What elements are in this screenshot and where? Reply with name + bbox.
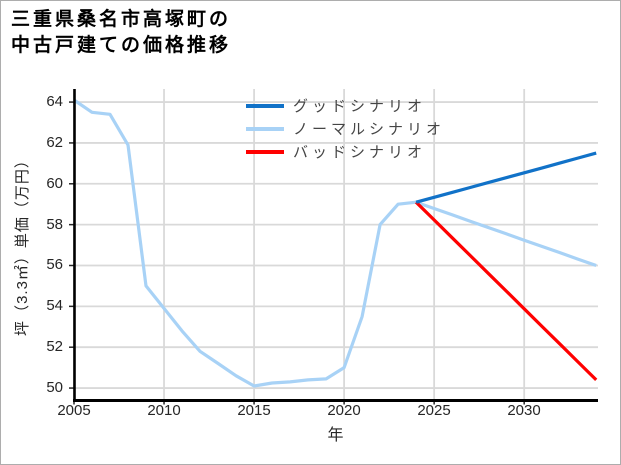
x-tick-2005: 2005 [57, 402, 91, 419]
x-tick-2020: 2020 [327, 402, 361, 419]
x-tick-2030: 2030 [507, 402, 541, 419]
series-line-2-グッドシナリオ [415, 151, 597, 204]
y-tick-56: 56 [46, 256, 63, 273]
bad-scenario-line-swatch [246, 149, 284, 154]
y-tick-54: 54 [46, 297, 63, 314]
x-tick-2015: 2015 [237, 402, 271, 419]
title-line-2: 中古戸建ての価格推移 [11, 35, 232, 56]
good-scenario-line-swatch [246, 103, 284, 108]
y-tick-50: 50 [46, 379, 63, 396]
x-tick-2025: 2025 [417, 402, 451, 419]
legend-item-normal: ノーマルシナリオ [246, 121, 446, 138]
title-line-1: 三重県桑名市高塚町の [11, 9, 232, 30]
legend-label-normal: ノーマルシナリオ [293, 121, 446, 138]
page-title: 三重県桑名市高塚町の 中古戸建ての価格推移 [11, 7, 231, 59]
y-tick-58: 58 [46, 216, 63, 233]
series-line-0-ノーマルシナリオ [73, 98, 597, 388]
x-tick-2010: 2010 [147, 402, 181, 419]
normal-scenario-line-swatch [246, 126, 284, 131]
y-tick-62: 62 [46, 134, 63, 151]
y-tick-52: 52 [46, 338, 63, 355]
legend-item-good: グッドシナリオ [246, 98, 445, 115]
legend-label-good: グッドシナリオ [293, 98, 427, 115]
y-axis-label: 坪（3.3㎡）単価（万円） [14, 152, 31, 336]
y-tick-64: 64 [46, 93, 63, 110]
legend: グッドシナリオ ノーマルシナリオ バッドシナリオ [246, 98, 445, 167]
series-line-1-バッドシナリオ [414, 201, 598, 382]
x-axis-label: 年 [327, 427, 345, 444]
legend-item-bad: バッドシナリオ [246, 144, 445, 161]
legend-label-bad: バッドシナリオ [293, 144, 427, 161]
y-tick-60: 60 [46, 175, 63, 192]
